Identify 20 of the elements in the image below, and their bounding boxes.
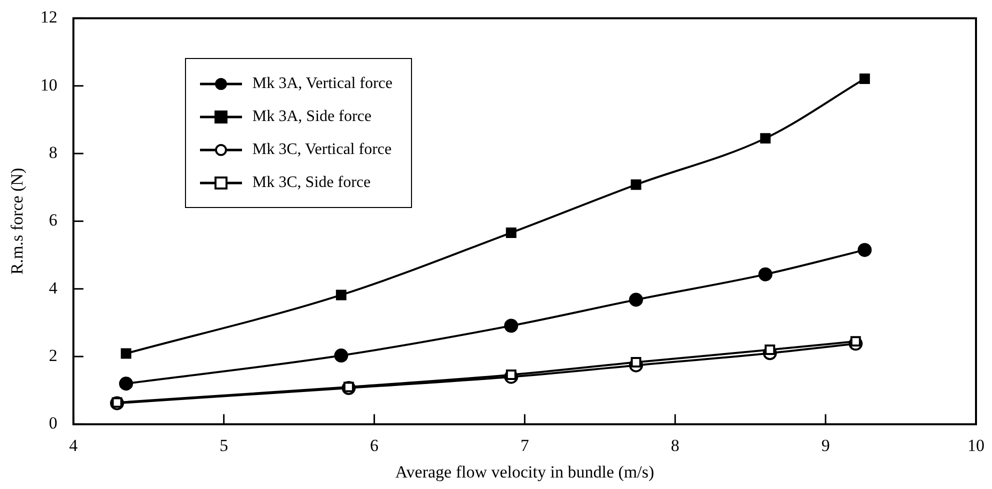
x-tick-label: 7 — [520, 436, 530, 455]
y-tick-label: 0 — [48, 414, 58, 433]
legend-label: Mk 3A, Side force — [252, 108, 372, 126]
x-tick-label: 8 — [670, 436, 680, 455]
y-tick-label: 12 — [40, 8, 58, 27]
x-tick-label: 6 — [370, 436, 379, 455]
x-tick-label: 4 — [69, 436, 78, 455]
x-tick-label: 5 — [220, 436, 228, 455]
x-tick-label: 10 — [968, 436, 984, 455]
y-tick-label: 2 — [48, 346, 58, 365]
y-tick-label: 6 — [48, 210, 58, 230]
legend-label: Mk 3C, Side force — [252, 174, 371, 192]
y-tick-label: 8 — [48, 143, 58, 162]
y-tick-label: 4 — [48, 278, 58, 298]
y-tick-label: 10 — [40, 75, 58, 94]
legend-label: Mk 3C, Vertical force — [252, 140, 392, 159]
x-axis-title: Average flow velocity in bundle (m/s) — [395, 462, 654, 482]
y-axis-title: R.m.s force (N) — [8, 168, 27, 275]
x-tick-label: 9 — [821, 436, 830, 455]
legend-label: Mk 3A, Vertical force — [252, 74, 392, 93]
